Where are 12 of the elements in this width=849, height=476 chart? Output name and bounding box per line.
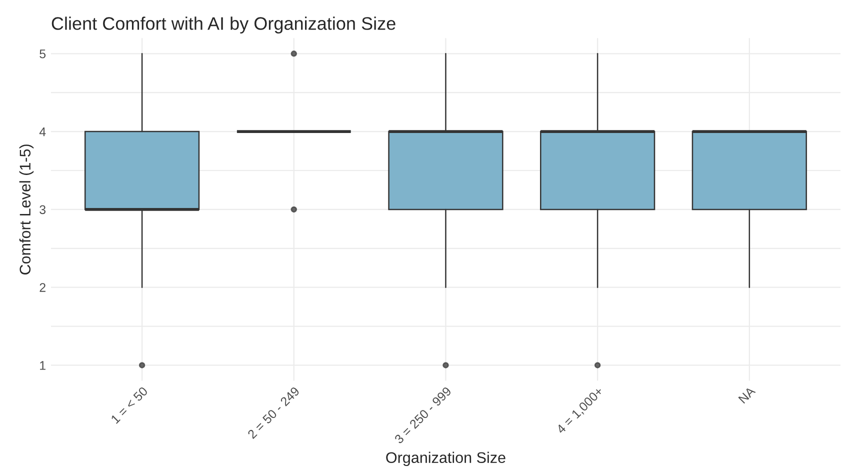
y-tick-label: 4: [39, 127, 46, 136]
x-tick-label: 1 = < 50: [110, 386, 148, 424]
y-tick-label: 2: [40, 283, 46, 292]
x-tick-label: NA: [738, 386, 756, 404]
x-tick-label: 2 = 50 - 249: [247, 386, 300, 440]
y-axis-title: Comfort Level (1-5): [19, 144, 34, 274]
x-tick-label: 3 = 250 - 999: [394, 386, 452, 444]
chart-title: Client Comfort with AI by Organization Size: [52, 16, 396, 34]
y-tick-label: 3: [40, 205, 46, 214]
y-tick-label: 1: [40, 361, 46, 370]
y-tick-label: 5: [40, 50, 46, 58]
x-axis-title: Organization Size: [386, 452, 506, 466]
